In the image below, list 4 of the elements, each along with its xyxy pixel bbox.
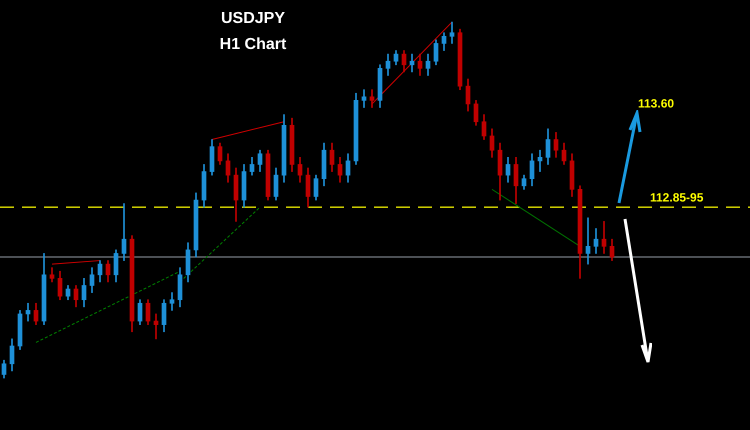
chart-title: USDJPY bbox=[220, 10, 286, 28]
text: 113.60 bbox=[638, 96, 674, 110]
text: H1 Chart bbox=[218, 36, 288, 54]
text: 112.85-95 bbox=[650, 190, 704, 204]
